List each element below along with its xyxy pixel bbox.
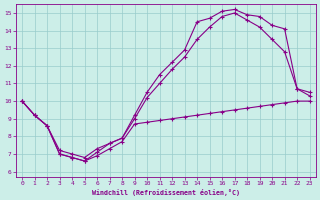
X-axis label: Windchill (Refroidissement éolien,°C): Windchill (Refroidissement éolien,°C)	[92, 189, 240, 196]
